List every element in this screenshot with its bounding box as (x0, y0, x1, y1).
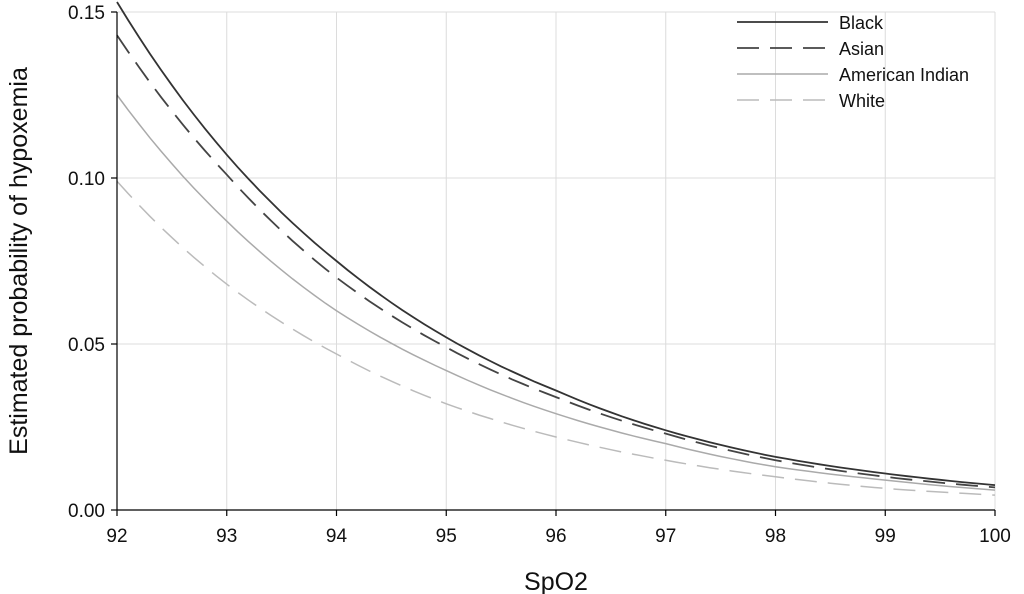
y-axis-title: Estimated probability of hypoxemia (5, 67, 33, 455)
legend: Black Asian American Indian White (737, 13, 969, 111)
x-tick-label: 99 (875, 526, 896, 547)
y-tick-label: 0.15 (68, 3, 105, 24)
x-tick-label: 93 (216, 526, 237, 547)
x-axis-title: SpO2 (524, 568, 588, 594)
x-tick-label: 98 (765, 526, 786, 547)
y-tick-label: 0.05 (68, 335, 105, 356)
y-tick-label: 0.00 (68, 501, 105, 522)
series-line-black (116, 1, 996, 486)
grid (116, 11, 996, 511)
x-tick-label: 92 (106, 526, 127, 547)
legend-label: White (839, 91, 885, 111)
series-layer (116, 1, 996, 496)
axes: 92 93 94 95 96 97 98 99 100 0.00 0.05 0.10 0.15 (68, 3, 1011, 547)
legend-label: Asian (839, 39, 884, 59)
y-tick-label: 0.10 (68, 169, 105, 190)
x-tick-label: 100 (979, 526, 1011, 547)
series-line-asian (116, 34, 996, 489)
legend-label: Black (839, 13, 884, 33)
series-line-american-indian (116, 94, 996, 491)
x-tick-label: 95 (436, 526, 457, 547)
x-tick-label: 96 (545, 526, 566, 547)
legend-label: American Indian (839, 65, 969, 85)
series-line-white (116, 180, 996, 496)
x-tick-label: 97 (655, 526, 676, 547)
x-tick-label: 94 (326, 526, 348, 547)
